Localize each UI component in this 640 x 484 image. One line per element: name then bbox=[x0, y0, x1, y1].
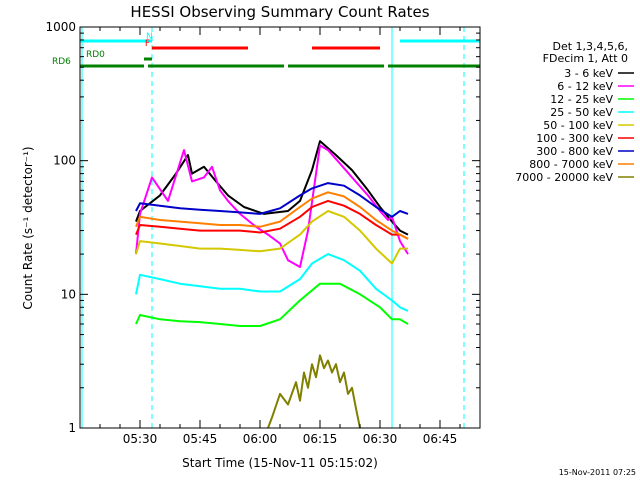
x-tick-label: 05:30 bbox=[123, 432, 158, 446]
series-lines bbox=[135, 140, 409, 429]
legend-entry-label: 6 - 12 keV bbox=[557, 80, 613, 93]
x-tick-label: 06:45 bbox=[423, 432, 458, 446]
axes: 05:30 05:45 06:00 06:15 06:30 06:45 1 10 100 1000 bbox=[45, 20, 481, 446]
chart-title: HESSI Observing Summary Count Rates bbox=[130, 3, 429, 21]
series-line bbox=[135, 282, 409, 327]
y-tick-label: 100 bbox=[53, 154, 76, 168]
legend-entry-label: 800 - 7000 keV bbox=[529, 158, 613, 171]
state-bar-label: RD6 bbox=[52, 57, 71, 67]
state-bar-label: N bbox=[146, 32, 153, 42]
legend-entry-label: 300 - 800 keV bbox=[536, 145, 613, 158]
legend-entry-label: 7000 - 20000 keV bbox=[515, 171, 613, 184]
series-line bbox=[135, 253, 409, 312]
legend-entry-label: 3 - 6 keV bbox=[564, 67, 613, 80]
series-line bbox=[135, 191, 409, 240]
series-line bbox=[135, 182, 409, 218]
series-line bbox=[135, 210, 408, 265]
y-axis-label: Count Rate (s⁻¹ detector⁻¹) bbox=[21, 146, 35, 309]
x-tick-label: 06:15 bbox=[303, 432, 338, 446]
x-tick-label: 05:45 bbox=[183, 432, 218, 446]
footer-timestamp: 15-Nov-2011 07:25 bbox=[559, 468, 636, 477]
legend-header: Det 1,3,4,5,6, bbox=[552, 40, 628, 53]
series-line bbox=[267, 354, 361, 429]
series-line bbox=[135, 199, 409, 240]
series-line bbox=[135, 140, 409, 236]
y-tick-label: 1 bbox=[68, 421, 76, 435]
state-bar-label: RD0 bbox=[86, 50, 105, 60]
legend: Det 1,3,4,5,6,FDecim 1, Att 0 3 - 6 keV6 … bbox=[515, 40, 634, 184]
legend-entry-label: 25 - 50 keV bbox=[550, 106, 613, 119]
y-tick-label: 1000 bbox=[45, 20, 76, 34]
legend-entry-label: 12 - 25 keV bbox=[550, 93, 613, 106]
legend-entry-label: 100 - 300 keV bbox=[536, 132, 613, 145]
vertical-markers bbox=[81, 27, 465, 428]
y-tick-label: 10 bbox=[61, 287, 76, 301]
state-bars: NF RD0 RD6 bbox=[52, 32, 480, 68]
x-axis-label: Start Time (15-Nov-11 05:15:02) bbox=[182, 456, 378, 470]
legend-entry-label: 50 - 100 keV bbox=[543, 119, 613, 132]
x-tick-label: 06:00 bbox=[243, 432, 278, 446]
state-bar-label: F bbox=[145, 39, 150, 49]
legend-header: FDecim 1, Att 0 bbox=[543, 52, 628, 65]
x-tick-label: 06:30 bbox=[363, 432, 398, 446]
